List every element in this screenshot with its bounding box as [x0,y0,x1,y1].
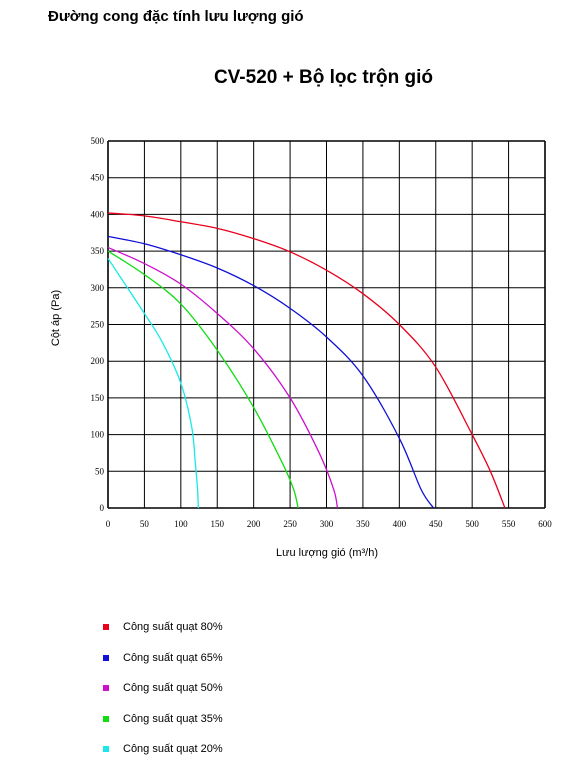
series-line [107,235,435,509]
x-tick-label: 0 [106,519,111,529]
series-line [107,246,339,509]
x-tick-label: 300 [320,519,334,529]
y-tick-label: 200 [91,356,105,366]
x-tick-label: 450 [429,519,443,529]
legend-label: Công suất quạt 20% [123,743,223,756]
x-tick-label: 550 [502,519,516,529]
legend-swatch [103,685,109,692]
y-tick-label: 300 [91,283,105,293]
x-tick-label: 600 [538,519,552,529]
x-tick-label: 50 [140,519,150,529]
legend-label: Công suất quạt 50% [123,682,223,695]
x-tick-label: 200 [247,519,261,529]
y-tick-label: 50 [95,466,105,476]
y-tick-label: 400 [91,209,105,219]
x-tick-label: 100 [174,519,188,529]
y-tick-labels: 0 50 100 150 200 250 300 350 400 450 500 [91,136,105,513]
legend-swatch [103,715,109,722]
series-line [107,250,299,509]
chart-legend: Công suất quạt 80% Công suất quạt 65% Công… [103,612,223,765]
flow-curve-chart: 0 50 100 150 200 250 300 350 400 450 500 550 600 0 50… [50,136,553,559]
y-tick-label: 0 [100,503,105,513]
legend-item: Công suất quạt 80% [103,612,223,643]
x-tick-label: 500 [465,519,479,529]
x-tick-label: 250 [283,519,297,529]
legend-swatch [103,624,109,631]
legend-item: Công suất quạt 35% [103,704,223,735]
chart-title: CV-520 + Bộ lọc trộn gió [213,67,434,88]
series-line [107,212,506,509]
y-tick-label: 350 [91,246,105,256]
page-heading: Đường cong đặc tính lưu lượng gió [48,8,304,25]
y-tick-label: 250 [91,320,105,330]
y-tick-label: 150 [91,393,105,403]
x-tick-label: 150 [211,519,225,529]
legend-label: Công suất quạt 35% [123,712,223,725]
y-tick-label: 500 [91,136,105,146]
legend-swatch [103,654,109,661]
x-axis-label: Lưu lượng gió (m³/h) [276,547,378,559]
x-tick-labels: 0 50 100 150 200 250 300 350 400 450 500 550 600 [106,519,553,529]
x-tick-label: 350 [356,519,370,529]
x-tick-label: 400 [393,519,407,529]
series-lines [107,212,506,509]
legend-item: Công suất quạt 65% [103,643,223,674]
legend-item: Công suất quạt 50% [103,673,223,704]
series-line [107,258,199,509]
legend-label: Công suất quạt 65% [123,651,223,664]
legend-label: Công suất quạt 80% [123,621,223,634]
y-tick-label: 450 [91,173,105,183]
legend-swatch [103,746,109,753]
y-axis-label: Cột áp (Pa) [50,290,62,346]
chart-grid [107,140,546,509]
y-tick-label: 100 [91,430,105,440]
legend-item: Công suất quạt 20% [103,734,223,765]
